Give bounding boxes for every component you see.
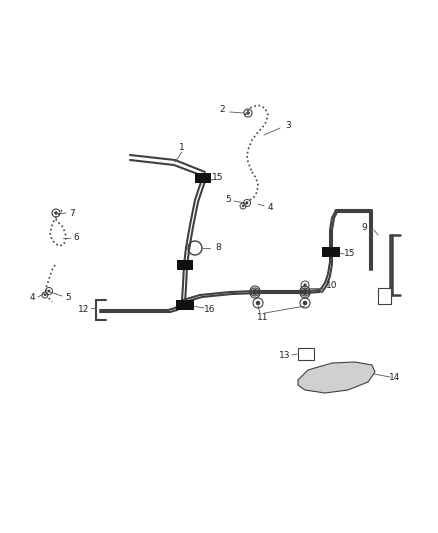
Text: 3: 3 <box>285 120 291 130</box>
Circle shape <box>303 301 307 305</box>
Text: 2: 2 <box>219 106 225 115</box>
Circle shape <box>48 289 50 293</box>
Text: 6: 6 <box>73 233 79 243</box>
Circle shape <box>256 301 260 305</box>
Text: 5: 5 <box>225 196 231 205</box>
Circle shape <box>246 201 248 204</box>
Text: 1: 1 <box>179 143 185 152</box>
Text: 4: 4 <box>29 294 35 303</box>
Text: 5: 5 <box>65 294 71 303</box>
Text: 8: 8 <box>215 244 221 253</box>
Circle shape <box>246 111 250 115</box>
Text: 15: 15 <box>344 248 356 257</box>
Text: 10: 10 <box>326 280 338 289</box>
Polygon shape <box>298 362 375 393</box>
Text: 11: 11 <box>257 313 269 322</box>
Bar <box>298 348 314 360</box>
Bar <box>322 247 340 257</box>
Text: 12: 12 <box>78 305 90 314</box>
Text: 4: 4 <box>267 203 273 212</box>
Circle shape <box>303 290 307 295</box>
Circle shape <box>253 290 257 295</box>
Text: 15: 15 <box>212 174 224 182</box>
Circle shape <box>44 294 46 296</box>
Circle shape <box>303 289 307 293</box>
Text: 7: 7 <box>69 208 75 217</box>
Circle shape <box>54 211 58 215</box>
Text: 14: 14 <box>389 374 401 383</box>
Circle shape <box>304 284 307 287</box>
Circle shape <box>242 205 244 207</box>
Text: 13: 13 <box>279 351 291 359</box>
Bar <box>378 288 391 304</box>
Text: 9: 9 <box>361 223 367 232</box>
Bar <box>195 173 211 183</box>
Circle shape <box>253 289 257 293</box>
Bar <box>177 260 193 270</box>
Text: 16: 16 <box>204 305 216 314</box>
Bar <box>176 300 194 310</box>
